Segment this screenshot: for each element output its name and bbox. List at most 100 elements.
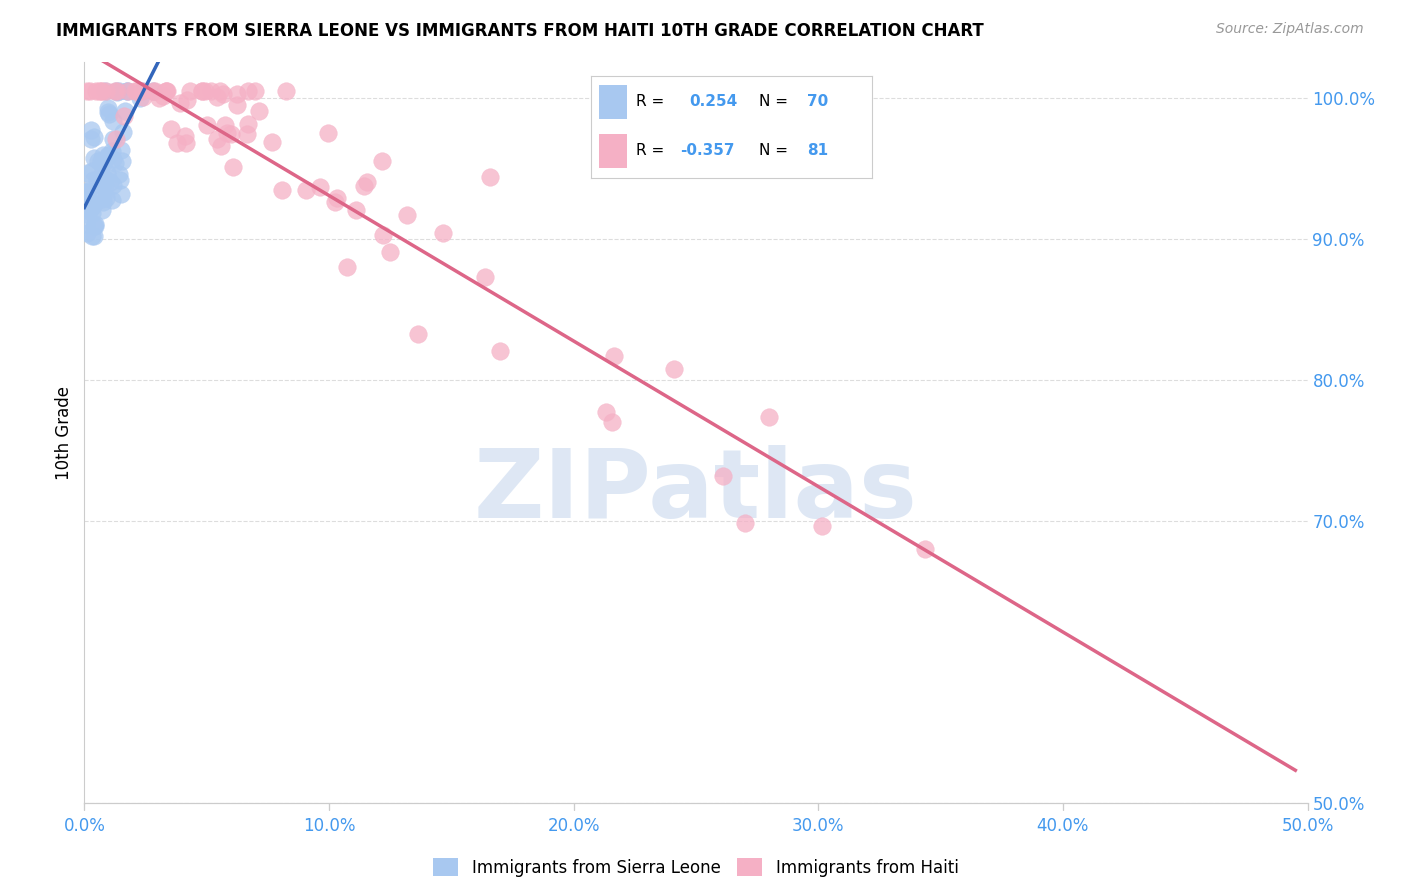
- Point: [103, 132, 125, 146]
- Point: [105, 84, 128, 98]
- Text: R =: R =: [636, 94, 664, 109]
- Point: [236, 84, 259, 98]
- Point: [260, 135, 283, 149]
- Point: [114, 103, 136, 118]
- Point: [94, 178, 117, 193]
- Point: [112, 109, 135, 123]
- Legend: Immigrants from Sierra Leone, Immigrants from Haiti: Immigrants from Sierra Leone, Immigrants…: [427, 852, 965, 883]
- Point: [711, 469, 734, 483]
- Point: [152, 89, 174, 103]
- Point: [159, 122, 181, 136]
- Point: [90, 192, 112, 206]
- Point: [131, 84, 153, 98]
- Point: [205, 132, 228, 146]
- Point: [209, 139, 232, 153]
- Text: ZIPatlas: ZIPatlas: [474, 445, 918, 539]
- Bar: [599, 135, 627, 168]
- Point: [309, 180, 332, 194]
- Point: [75, 186, 97, 200]
- Point: [91, 203, 114, 218]
- Point: [156, 84, 179, 98]
- Point: [474, 269, 496, 284]
- Point: [82, 164, 104, 178]
- Point: [214, 118, 236, 132]
- Text: -0.357: -0.357: [681, 144, 735, 158]
- Point: [89, 84, 111, 98]
- Point: [91, 189, 114, 203]
- Point: [83, 218, 105, 232]
- Point: [142, 84, 165, 98]
- Text: 81: 81: [807, 144, 828, 158]
- Point: [353, 178, 375, 193]
- Point: [602, 350, 624, 364]
- Point: [77, 184, 100, 198]
- Point: [236, 117, 259, 131]
- Point: [91, 147, 114, 161]
- Point: [80, 123, 103, 137]
- Point: [236, 127, 259, 141]
- Point: [226, 87, 249, 101]
- Point: [97, 104, 120, 119]
- Point: [93, 84, 115, 98]
- Text: N =: N =: [759, 144, 789, 158]
- Point: [96, 191, 118, 205]
- Point: [488, 344, 510, 359]
- Point: [83, 129, 105, 144]
- Point: [83, 151, 105, 165]
- Text: IMMIGRANTS FROM SIERRA LEONE VS IMMIGRANTS FROM HAITI 10TH GRADE CORRELATION CHA: IMMIGRANTS FROM SIERRA LEONE VS IMMIGRAN…: [56, 22, 984, 40]
- Text: 0.254: 0.254: [689, 94, 737, 109]
- Point: [323, 194, 346, 209]
- Point: [90, 84, 112, 98]
- Point: [212, 87, 235, 102]
- Point: [83, 219, 105, 233]
- Text: 70: 70: [807, 94, 828, 109]
- Point: [155, 84, 177, 98]
- Point: [105, 85, 128, 99]
- Point: [98, 175, 121, 189]
- Point: [222, 160, 245, 174]
- Point: [76, 165, 98, 179]
- Point: [104, 84, 127, 98]
- Point: [96, 166, 118, 180]
- Point: [91, 176, 114, 190]
- Point: [90, 167, 112, 181]
- Point: [111, 125, 134, 139]
- Point: [90, 84, 112, 98]
- Point: [117, 84, 139, 98]
- Point: [101, 193, 124, 207]
- Point: [271, 183, 294, 197]
- Point: [110, 186, 132, 201]
- Point: [75, 193, 97, 207]
- Point: [326, 191, 349, 205]
- Point: [662, 362, 685, 376]
- Point: [169, 96, 191, 111]
- Point: [758, 409, 780, 424]
- Point: [371, 228, 394, 243]
- Point: [115, 84, 138, 98]
- Point: [132, 89, 155, 103]
- Point: [110, 154, 132, 169]
- Point: [94, 171, 117, 186]
- Point: [194, 84, 217, 98]
- Point: [83, 197, 105, 211]
- Point: [82, 173, 104, 187]
- Point: [276, 84, 298, 98]
- Point: [395, 208, 418, 222]
- Point: [914, 541, 936, 556]
- Point: [346, 202, 368, 217]
- Point: [107, 167, 129, 181]
- Point: [142, 84, 165, 98]
- Point: [75, 207, 97, 221]
- Point: [101, 178, 124, 192]
- Point: [104, 131, 127, 145]
- Point: [811, 519, 834, 533]
- Point: [79, 202, 101, 217]
- Point: [336, 260, 359, 275]
- Point: [243, 84, 266, 98]
- Bar: [599, 85, 627, 119]
- Point: [76, 226, 98, 240]
- Point: [208, 84, 231, 98]
- Point: [205, 90, 228, 104]
- Point: [97, 148, 120, 162]
- Point: [94, 84, 117, 98]
